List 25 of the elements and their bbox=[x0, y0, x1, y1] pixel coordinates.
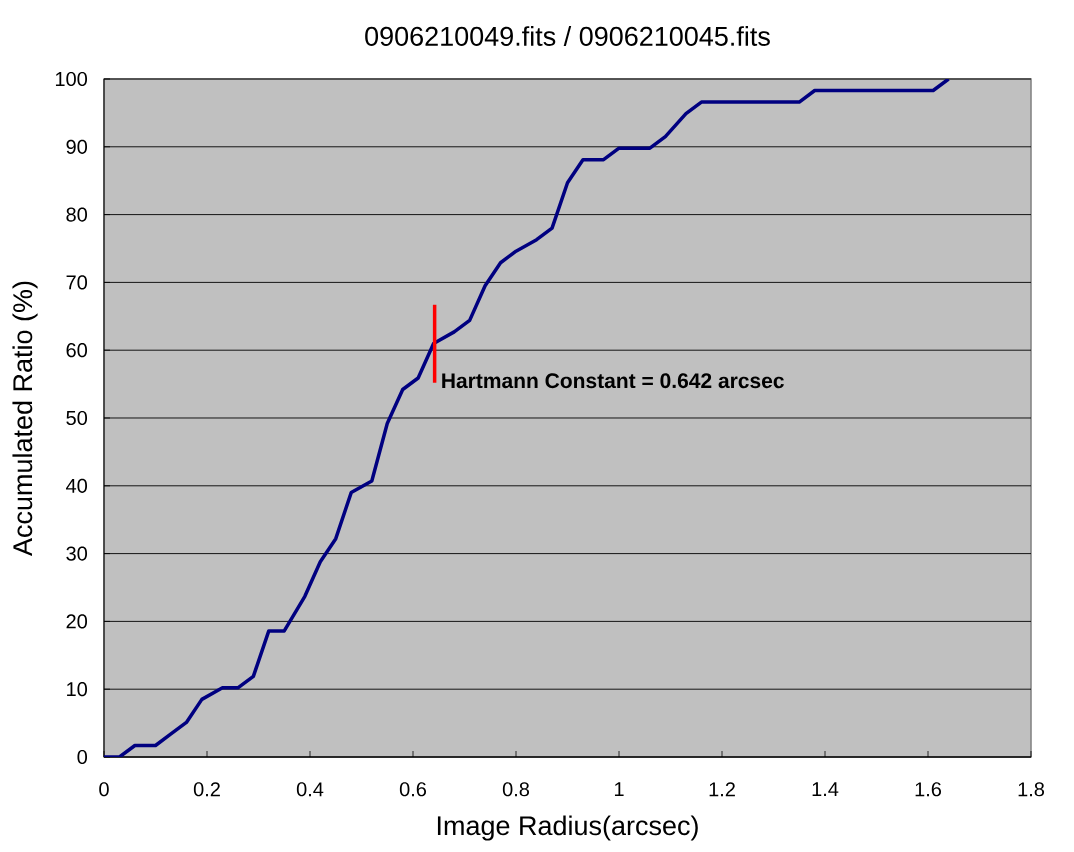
y-tick-label: 100 bbox=[55, 71, 88, 87]
x-tick-label: 0.8 bbox=[502, 782, 530, 797]
x-tick-label: 0.2 bbox=[193, 782, 220, 797]
y-tick-label: 70 bbox=[66, 275, 88, 290]
x-tick-label: 1.2 bbox=[709, 782, 735, 797]
y-tick-label: 10 bbox=[67, 682, 88, 697]
y-tick-label: 20 bbox=[66, 614, 88, 629]
x-tick-label: 1.4 bbox=[812, 782, 839, 796]
x-tick-label: 1 bbox=[614, 782, 624, 796]
y-tick-label: 90 bbox=[66, 139, 88, 154]
x-tick-label: 0.6 bbox=[399, 782, 427, 797]
y-tick-label: 80 bbox=[66, 207, 88, 222]
annotation: Hartmann Constant = 0.642 arcsec bbox=[442, 373, 784, 389]
x-tick-label: 1.6 bbox=[915, 782, 942, 797]
y-tick-label: 60 bbox=[66, 343, 88, 358]
y-tick-label: 40 bbox=[66, 478, 88, 493]
y-tick-label: 50 bbox=[66, 410, 88, 426]
x-axis-title: Image Radius(arcsec) bbox=[437, 815, 698, 841]
y-axis-title: Accumulated Ratio (%) bbox=[12, 281, 38, 556]
chart-title: 0906210049.fits / 0906210045.fits bbox=[365, 26, 770, 46]
y-tick-label: 30 bbox=[66, 546, 88, 561]
y-tick-label: 0 bbox=[77, 749, 88, 765]
x-tick-label: 0.4 bbox=[296, 782, 324, 797]
x-tick-label: 1.8 bbox=[1018, 782, 1045, 797]
x-tick-label: 0 bbox=[99, 782, 109, 797]
